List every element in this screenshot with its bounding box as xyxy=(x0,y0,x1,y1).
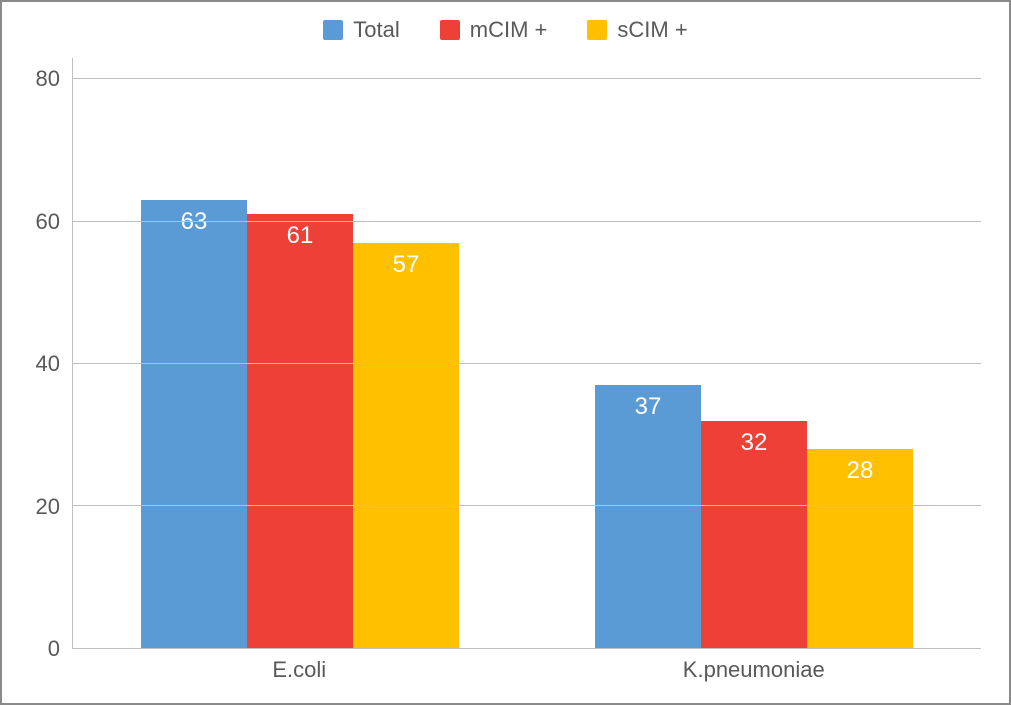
bar: 28 xyxy=(807,449,913,648)
legend-swatch xyxy=(323,20,343,40)
bar-value-label: 63 xyxy=(141,208,247,236)
bar: 61 xyxy=(247,214,353,648)
bar: 57 xyxy=(353,243,459,648)
chart-legend: Total mCIM + sCIM + xyxy=(2,2,1009,58)
y-axis: 020406080 xyxy=(2,58,72,649)
legend-item: Total xyxy=(323,17,399,43)
bar: 63 xyxy=(141,200,247,648)
legend-item: mCIM + xyxy=(440,17,548,43)
y-tick-label: 40 xyxy=(36,351,60,377)
legend-label: mCIM + xyxy=(470,17,548,43)
bar: 32 xyxy=(701,421,807,648)
y-tick-label: 80 xyxy=(36,66,60,92)
plot-row: 020406080 636157373228 xyxy=(2,58,1009,649)
category-label: K.pneumoniae xyxy=(527,649,982,703)
category-label: E.coli xyxy=(72,649,527,703)
bar-groups: 636157373228 xyxy=(73,58,981,648)
bar: 37 xyxy=(595,385,701,648)
gridline xyxy=(73,505,981,506)
gridline xyxy=(73,78,981,79)
legend-label: Total xyxy=(353,17,399,43)
gridline xyxy=(73,363,981,364)
legend-swatch xyxy=(440,20,460,40)
bar-value-label: 28 xyxy=(807,457,913,485)
y-tick-label: 60 xyxy=(36,209,60,235)
chart-frame: TotalmCIM +sCIM + 020406080 636157373228… xyxy=(0,0,1011,705)
legend-label: sCIM + xyxy=(617,17,687,43)
bar-group: 373228 xyxy=(527,58,981,648)
plot-area: 636157373228 xyxy=(72,58,981,649)
legend-item: sCIM + xyxy=(587,17,687,43)
gridline xyxy=(73,221,981,222)
bar-group: 636157 xyxy=(73,58,527,648)
bar-value-label: 57 xyxy=(353,251,459,279)
bar-value-label: 32 xyxy=(701,429,807,457)
bar-value-label: 37 xyxy=(595,393,701,421)
bar-value-label: 61 xyxy=(247,222,353,250)
y-tick-label: 0 xyxy=(48,636,60,662)
y-tick-label: 20 xyxy=(36,494,60,520)
legend-swatch xyxy=(587,20,607,40)
x-axis: E.coliK.pneumoniae xyxy=(72,649,981,703)
